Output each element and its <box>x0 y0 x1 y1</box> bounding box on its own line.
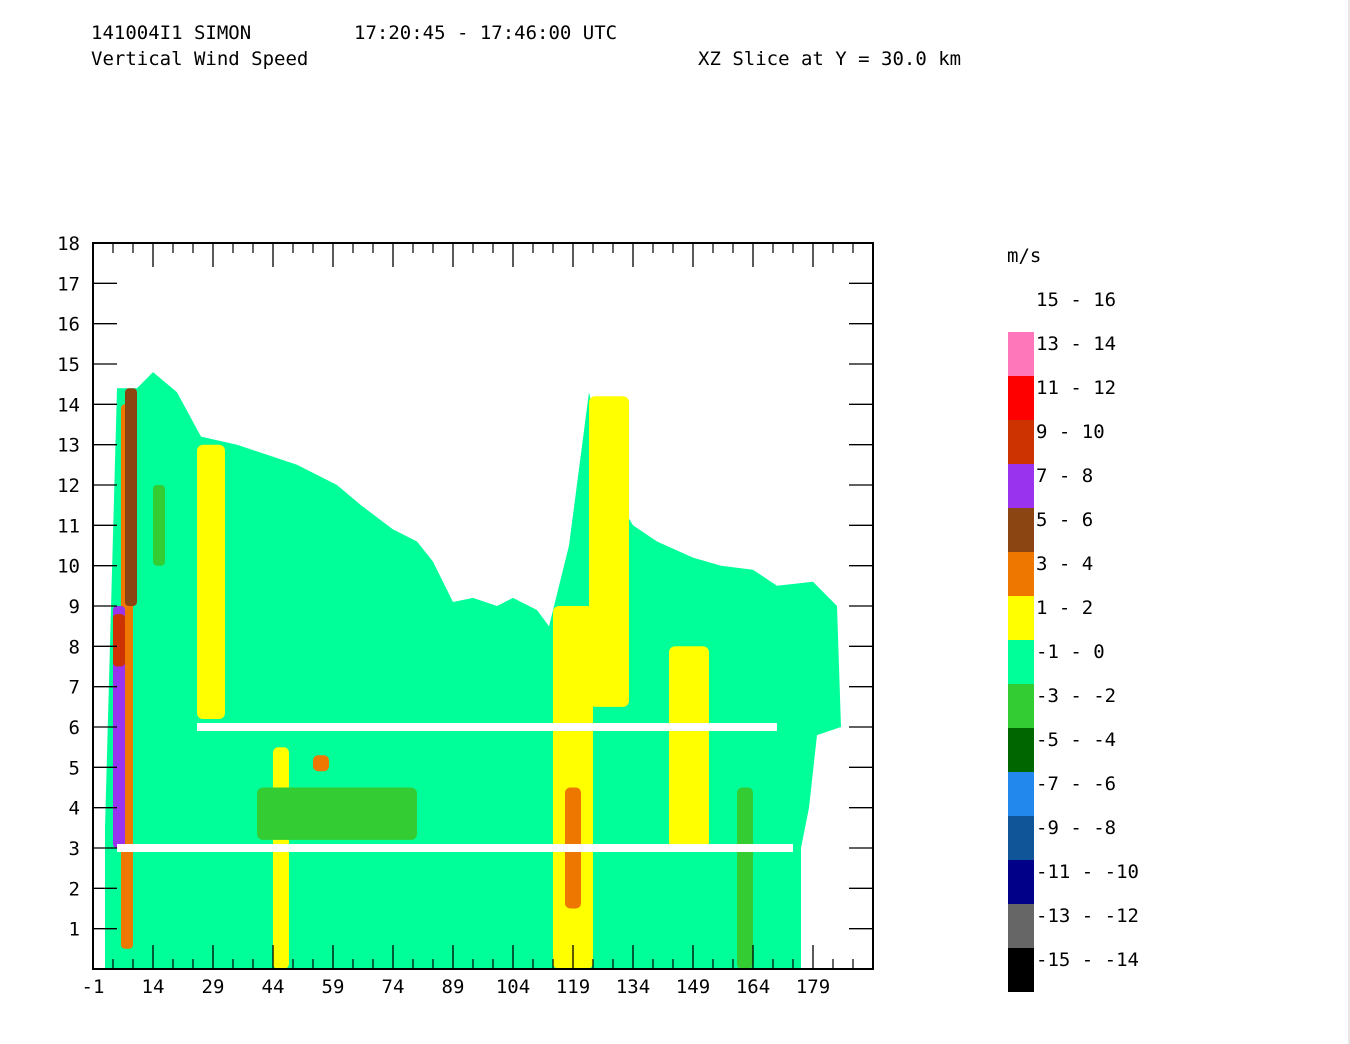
legend-label-8: -1 - 0 <box>1036 641 1105 663</box>
velocity-feature-3 <box>589 396 629 707</box>
legend-swatch-10 <box>1008 728 1034 772</box>
y-tick-label: 14 <box>57 394 80 416</box>
y-tick-label: 1 <box>69 919 80 941</box>
x-tick-label: 59 <box>322 976 345 998</box>
legend-label-13: -11 - -10 <box>1036 861 1139 883</box>
y-tick-label: 7 <box>69 677 80 699</box>
velocity-feature-8 <box>125 388 137 606</box>
legend-swatch-4 <box>1008 464 1034 508</box>
x-tick-label: 134 <box>616 976 650 998</box>
legend-label-1: 13 - 14 <box>1036 333 1116 355</box>
legend-swatch-7 <box>1008 596 1034 640</box>
legend-label-11: -7 - -6 <box>1036 773 1116 795</box>
y-tick-label: 8 <box>69 636 80 658</box>
y-tick-label: 3 <box>69 838 80 860</box>
legend-swatch-5 <box>1008 508 1034 552</box>
legend-swatch-12 <box>1008 816 1034 860</box>
y-tick-label: 4 <box>69 798 80 820</box>
velocity-feature-6 <box>313 755 329 772</box>
legend-label-4: 7 - 8 <box>1036 465 1093 487</box>
legend-label-12: -9 - -8 <box>1036 817 1116 839</box>
y-tick-label: 18 <box>57 233 80 255</box>
y-tick-label: 6 <box>69 717 80 739</box>
window-edge <box>1348 0 1350 1044</box>
legend-label-14: -13 - -12 <box>1036 905 1139 927</box>
legend-swatch-0 <box>1008 288 1034 332</box>
legend-swatch-15 <box>1008 948 1034 992</box>
x-tick-label: 164 <box>736 976 770 998</box>
legend-label-3: 9 - 10 <box>1036 421 1105 443</box>
velocity-feature-1 <box>273 747 289 969</box>
legend-label-5: 5 - 6 <box>1036 509 1093 531</box>
legend-swatch-9 <box>1008 684 1034 728</box>
x-tick-label: 44 <box>262 976 285 998</box>
y-tick-label: 17 <box>57 273 80 295</box>
legend-swatch-8 <box>1008 640 1034 684</box>
legend-swatch-11 <box>1008 772 1034 816</box>
velocity-feature-9 <box>113 606 125 848</box>
y-tick-label: 2 <box>69 878 80 900</box>
velocity-feature-0 <box>197 444 225 719</box>
legend-label-0: 15 - 16 <box>1036 289 1116 311</box>
x-tick-label: -1 <box>82 976 105 998</box>
velocity-feature-11 <box>257 787 417 840</box>
data-gap-0 <box>117 844 793 852</box>
x-tick-label: 89 <box>442 976 465 998</box>
x-tick-label: 179 <box>796 976 830 998</box>
x-tick-label: 149 <box>676 976 710 998</box>
x-tick-label: 119 <box>556 976 590 998</box>
time-range-label: 17:20:45 - 17:46:00 UTC <box>354 22 618 44</box>
legend-swatch-2 <box>1008 376 1034 420</box>
legend-label-9: -3 - -2 <box>1036 685 1116 707</box>
slice-label: XZ Slice at Y = 30.0 km <box>698 48 962 70</box>
velocity-feature-4 <box>669 646 709 848</box>
field-name-label: Vertical Wind Speed <box>91 48 309 70</box>
y-tick-label: 10 <box>57 556 80 578</box>
legend-swatch-3 <box>1008 420 1034 464</box>
legend-label-2: 11 - 12 <box>1036 377 1116 399</box>
velocity-feature-13 <box>153 485 165 566</box>
y-tick-label: 9 <box>69 596 80 618</box>
legend-label-6: 3 - 4 <box>1036 553 1093 575</box>
x-tick-label: 14 <box>142 976 165 998</box>
legend-swatch-1 <box>1008 332 1034 376</box>
legend-swatch-6 <box>1008 552 1034 596</box>
velocity-feature-12 <box>737 787 753 969</box>
y-tick-label: 15 <box>57 354 80 376</box>
y-tick-label: 11 <box>57 515 80 537</box>
legend-swatch-14 <box>1008 904 1034 948</box>
y-tick-label: 12 <box>57 475 80 497</box>
legend-label-10: -5 - -4 <box>1036 729 1116 751</box>
y-tick-label: 5 <box>69 757 80 779</box>
x-tick-label: 74 <box>382 976 405 998</box>
legend-label-7: 1 - 2 <box>1036 597 1093 619</box>
velocity-feature-10 <box>113 614 125 667</box>
x-tick-label: 104 <box>496 976 530 998</box>
y-tick-label: 13 <box>57 435 80 457</box>
y-tick-label: 16 <box>57 314 80 336</box>
data-gap-1 <box>197 723 777 731</box>
x-tick-label: 29 <box>202 976 225 998</box>
legend-label-15: -15 - -14 <box>1036 949 1139 971</box>
legend-title: m/s <box>1007 245 1042 267</box>
run-id-label: 141004I1 SIMON <box>91 22 252 44</box>
legend-swatch-13 <box>1008 860 1034 904</box>
